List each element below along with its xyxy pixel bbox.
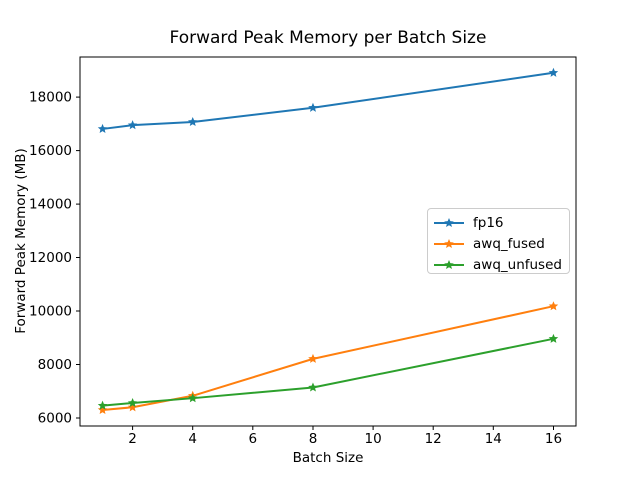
series-line-awq_unfused bbox=[102, 337, 554, 407]
series-marker-awq_unfused bbox=[548, 333, 559, 343]
y-tick-label: 12000 bbox=[29, 250, 72, 266]
series-marker-awq_fused bbox=[97, 404, 108, 414]
x-tick-label: 2 bbox=[128, 431, 137, 447]
x-tick-label: 10 bbox=[365, 431, 382, 447]
series-marker-fp16 bbox=[187, 116, 198, 127]
y-tick-label: 8000 bbox=[38, 357, 72, 373]
x-tick-label: 12 bbox=[425, 431, 442, 447]
series-marker-fp16 bbox=[127, 120, 138, 130]
line-star-sample-icon bbox=[434, 238, 464, 248]
x-tick-label: 6 bbox=[249, 431, 258, 447]
series-marker-awq_unfused bbox=[127, 398, 138, 408]
series-marker-fp16 bbox=[548, 67, 559, 77]
y-tick-label: 16000 bbox=[29, 143, 72, 159]
series-marker-awq_unfused bbox=[187, 393, 198, 403]
legend-label-fp16: fp16 bbox=[473, 214, 504, 231]
series-line-fp16 bbox=[102, 71, 554, 130]
legend-item-awq-unfused: awq_unfused bbox=[432, 254, 569, 275]
legend: fp16 awq_fused awq_unfused bbox=[427, 208, 570, 274]
x-tick-label: 16 bbox=[545, 431, 562, 447]
line-star-sample-icon bbox=[434, 259, 464, 269]
legend-item-awq-fused: awq_fused bbox=[432, 233, 569, 254]
series-marker-awq_fused bbox=[127, 402, 138, 412]
series-marker-fp16 bbox=[308, 102, 318, 112]
legend-label-awq-fused: awq_fused bbox=[473, 235, 545, 252]
y-tick-label: 10000 bbox=[29, 304, 72, 320]
y-tick-label: 18000 bbox=[29, 90, 72, 106]
x-tick-label: 4 bbox=[188, 431, 197, 447]
series-line-awq_fused bbox=[102, 305, 554, 411]
y-tick-label: 6000 bbox=[38, 411, 72, 427]
legend-label-awq-unfused: awq_unfused bbox=[473, 256, 562, 273]
chart-title: Forward Peak Memory per Batch Size bbox=[169, 28, 487, 48]
series-marker-awq_fused bbox=[308, 353, 318, 363]
series-marker-fp16 bbox=[97, 123, 108, 133]
x-tick-label: 14 bbox=[485, 431, 502, 447]
legend-item-fp16: fp16 bbox=[432, 212, 569, 233]
y-tick-label: 14000 bbox=[29, 197, 72, 213]
plot-spines bbox=[79, 56, 577, 427]
y-axis-label: Forward Peak Memory (MB) bbox=[13, 148, 29, 334]
x-tick-label: 8 bbox=[309, 431, 318, 447]
series-marker-awq_unfused bbox=[308, 382, 318, 392]
series-marker-awq_fused bbox=[548, 301, 559, 311]
x-axis-label: Batch Size bbox=[292, 450, 364, 466]
series-marker-awq_unfused bbox=[97, 400, 108, 410]
line-star-sample-icon bbox=[434, 217, 464, 227]
